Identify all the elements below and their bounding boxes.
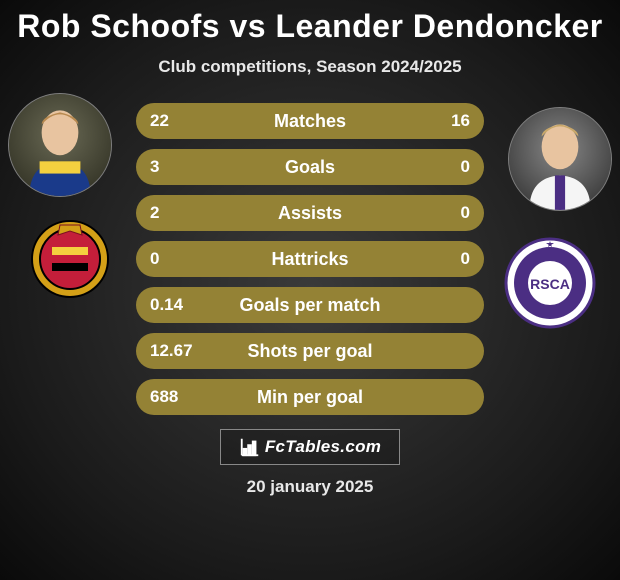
stat-right-value: 0 xyxy=(410,249,470,269)
stat-left-value: 2 xyxy=(150,203,210,223)
stat-left-value: 3 xyxy=(150,157,210,177)
stat-label: Assists xyxy=(210,203,410,224)
stat-row: 22 Matches 16 xyxy=(136,103,484,139)
stat-row: 12.67 Shots per goal xyxy=(136,333,484,369)
stat-label: Goals per match xyxy=(210,295,410,316)
stat-row: 2 Assists 0 xyxy=(136,195,484,231)
player-right-avatar xyxy=(508,107,612,211)
stat-right-value: 0 xyxy=(410,157,470,177)
page-subtitle: Club competitions, Season 2024/2025 xyxy=(158,57,461,77)
club-left-logo xyxy=(20,207,120,307)
chart-icon xyxy=(239,436,261,458)
stat-label: Matches xyxy=(210,111,410,132)
stat-label: Shots per goal xyxy=(210,341,410,362)
comparison-card: Rob Schoofs vs Leander Dendoncker Club c… xyxy=(0,0,620,580)
stat-left-value: 12.67 xyxy=(150,341,210,361)
stat-left-value: 0 xyxy=(150,249,210,269)
stat-right-value: 16 xyxy=(410,111,470,131)
stats-rows: 22 Matches 16 3 Goals 0 2 Assists 0 0 Ha… xyxy=(136,103,484,415)
stat-left-value: 0.14 xyxy=(150,295,210,315)
stat-row: 0 Hattricks 0 xyxy=(136,241,484,277)
stat-row: 688 Min per goal xyxy=(136,379,484,415)
stat-label: Hattricks xyxy=(210,249,410,270)
page-title: Rob Schoofs vs Leander Dendoncker xyxy=(17,8,603,45)
svg-text:RSCA: RSCA xyxy=(530,276,570,292)
stat-label: Goals xyxy=(210,157,410,178)
club-right-logo: RSCA xyxy=(500,233,600,333)
main-area: RSCA 22 Matches 16 3 Goals 0 2 Assists 0 xyxy=(0,77,620,580)
branding-text: FcTables.com xyxy=(265,437,381,457)
stat-row: 3 Goals 0 xyxy=(136,149,484,185)
stat-left-value: 22 xyxy=(150,111,210,131)
date-text: 20 january 2025 xyxy=(247,477,374,497)
stat-right-value: 0 xyxy=(410,203,470,223)
stat-label: Min per goal xyxy=(210,387,410,408)
branding-badge: FcTables.com xyxy=(220,429,400,465)
stat-left-value: 688 xyxy=(150,387,210,407)
player-left-avatar xyxy=(8,93,112,197)
stat-row: 0.14 Goals per match xyxy=(136,287,484,323)
